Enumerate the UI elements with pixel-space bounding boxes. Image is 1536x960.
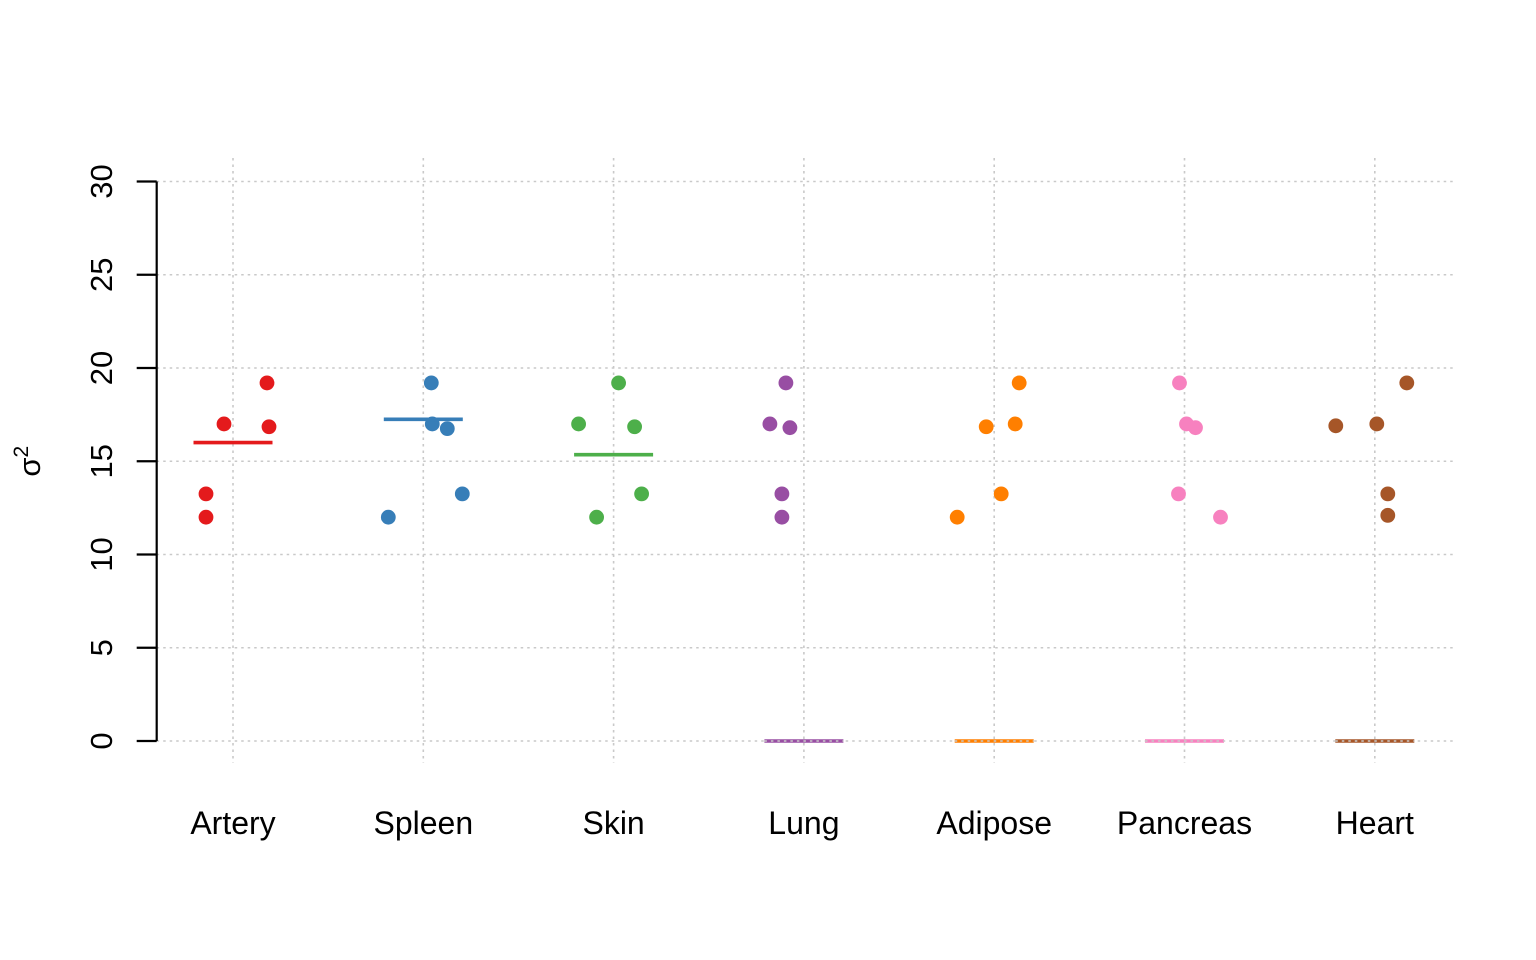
y-tick-label-10: 10 bbox=[84, 537, 119, 571]
series-points-spleen bbox=[380, 375, 470, 525]
data-point bbox=[1007, 416, 1023, 432]
series-points-artery bbox=[198, 375, 277, 525]
y-tick-label-0: 0 bbox=[84, 732, 119, 749]
data-point bbox=[782, 420, 798, 436]
x-category-label-skin: Skin bbox=[582, 805, 644, 841]
data-point bbox=[1171, 486, 1186, 502]
data-point bbox=[589, 509, 604, 525]
data-point bbox=[774, 486, 790, 502]
x-category-label-lung: Lung bbox=[768, 805, 839, 841]
y-axis-title: σ2 bbox=[10, 446, 47, 477]
y-tick-label-25: 25 bbox=[84, 258, 119, 292]
data-point bbox=[778, 375, 794, 391]
series-points-heart bbox=[1328, 375, 1415, 523]
x-category-label-artery: Artery bbox=[190, 805, 275, 841]
data-point bbox=[454, 486, 470, 502]
data-point bbox=[634, 486, 649, 502]
data-point bbox=[978, 419, 994, 435]
data-point bbox=[439, 421, 455, 437]
data-point bbox=[261, 419, 277, 435]
data-point bbox=[198, 509, 214, 525]
data-point bbox=[1399, 375, 1415, 391]
data-point bbox=[1328, 418, 1344, 434]
y-tick-label-30: 30 bbox=[84, 164, 119, 198]
y-tick-label-5: 5 bbox=[84, 639, 119, 656]
y-tick-label-20: 20 bbox=[84, 351, 119, 385]
data-point bbox=[1380, 486, 1396, 502]
data-point bbox=[774, 509, 790, 525]
series-points-adipose bbox=[949, 375, 1027, 525]
data-point bbox=[380, 509, 396, 525]
data-point bbox=[627, 419, 642, 435]
x-category-label-spleen: Spleen bbox=[373, 805, 473, 841]
data-point bbox=[259, 375, 275, 391]
data-point bbox=[1213, 509, 1228, 525]
data-point bbox=[949, 509, 965, 525]
data-point bbox=[1172, 375, 1187, 391]
series-points-pancreas bbox=[1171, 375, 1228, 525]
x-category-labels: Artery Spleen Skin Lung Adipose Pancreas Heart bbox=[190, 805, 1414, 841]
data-point bbox=[993, 486, 1009, 502]
horizontal-gridlines bbox=[156, 180, 1455, 742]
data-point bbox=[611, 375, 626, 391]
x-category-label-adipose: Adipose bbox=[936, 805, 1052, 841]
data-point bbox=[1380, 507, 1396, 523]
data-point bbox=[571, 416, 586, 432]
data-point bbox=[198, 486, 214, 502]
data-point bbox=[216, 416, 232, 432]
y-tick-label-15: 15 bbox=[84, 444, 119, 478]
series-points-lung bbox=[762, 375, 798, 525]
x-category-label-pancreas: Pancreas bbox=[1117, 805, 1252, 841]
data-point bbox=[762, 416, 778, 432]
series-points-skin bbox=[571, 375, 649, 525]
data-point bbox=[1011, 375, 1027, 391]
y-axis: 0 5 10 15 20 25 30 bbox=[84, 164, 158, 750]
data-point bbox=[1188, 420, 1203, 436]
data-point bbox=[1369, 416, 1385, 432]
data-point bbox=[423, 375, 439, 391]
x-category-label-heart: Heart bbox=[1336, 805, 1414, 841]
